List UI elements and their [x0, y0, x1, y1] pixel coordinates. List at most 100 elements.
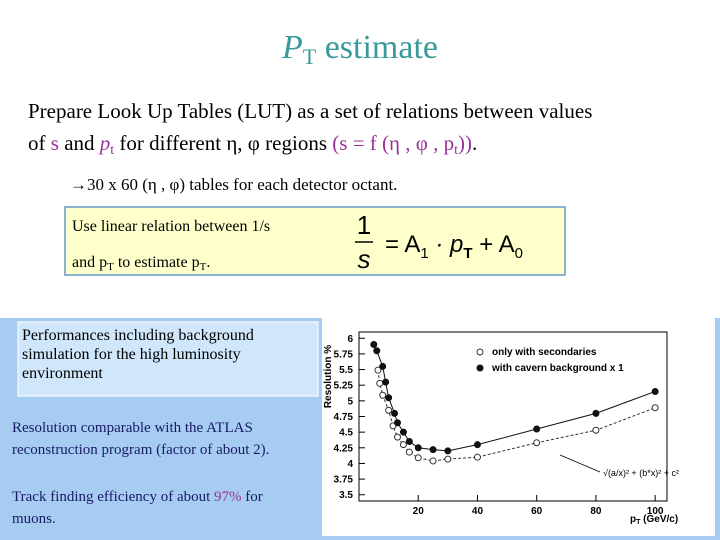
text-part: · p	[429, 231, 464, 258]
data-point	[473, 441, 481, 449]
data-point	[385, 406, 393, 414]
text-sub: t	[454, 143, 458, 158]
data-point	[429, 446, 437, 454]
data-point	[592, 426, 600, 434]
box-line: and pT to estimate pT.	[72, 254, 210, 273]
y-tick-label: 4	[347, 459, 353, 470]
data-point	[391, 409, 399, 417]
text-sub: T	[463, 245, 472, 262]
panel-line: simulation for the high luminosity	[22, 346, 241, 363]
formula-num: 1	[357, 210, 371, 240]
body-line: Prepare Look Up Tables (LUT) as a set of…	[28, 99, 592, 123]
y-tick-label: 5.75	[334, 349, 354, 360]
data-point	[379, 391, 387, 399]
panel-line: Track finding efficiency of about 97% fo…	[12, 489, 263, 505]
text-part: and	[59, 131, 100, 155]
text-part: and p	[72, 254, 107, 271]
panel-line: reconstruction program (factor of about …	[12, 442, 269, 458]
text-part: ))	[458, 131, 472, 155]
y-tick-label: 6	[347, 334, 353, 345]
data-point	[533, 425, 541, 433]
data-point	[444, 455, 452, 463]
panel-line: Performances including background	[22, 327, 254, 344]
fit-curve	[373, 344, 656, 452]
text-part: = A	[385, 231, 420, 258]
y-tick-label: 4.75	[334, 412, 354, 423]
title-part: estimate	[316, 29, 438, 66]
label-part: p	[630, 514, 636, 525]
text-highlight: 97%	[214, 489, 242, 505]
data-point	[394, 419, 401, 427]
text-part: for different	[114, 131, 226, 155]
fit-curve	[377, 370, 656, 462]
text-part: p	[98, 131, 111, 155]
text-part: + A	[473, 231, 515, 258]
data-point	[394, 433, 401, 441]
plot-background	[322, 318, 715, 536]
text-part: (s = f (η , φ , p	[332, 131, 454, 155]
data-point	[533, 439, 541, 447]
data-point	[405, 448, 413, 456]
legend-label: with cavern background x 1	[491, 363, 624, 374]
data-point	[379, 362, 387, 370]
fit-label: √(a/x)² + (b*x)² + c²	[603, 468, 679, 478]
legend-marker	[476, 348, 484, 356]
data-point	[414, 444, 422, 452]
text-sub: 1	[420, 245, 428, 262]
text-part: η, φ	[226, 131, 260, 155]
label-sub: T	[636, 519, 641, 526]
fit-pointer	[559, 454, 601, 473]
text-sub: T	[107, 261, 114, 273]
y-tick-label: 5.25	[334, 381, 354, 392]
legend-label: only with secondaries	[492, 347, 597, 358]
text-part: s	[51, 131, 59, 155]
data-point	[374, 366, 382, 374]
text-part: .	[472, 131, 477, 155]
relation-box	[64, 206, 566, 276]
y-tick-label: 4.25	[334, 443, 354, 454]
title-sub: T	[303, 44, 317, 69]
data-point	[399, 428, 407, 436]
legend-marker	[476, 364, 484, 372]
data-point	[651, 404, 659, 412]
resolution-plot: 3.5 3.75 4 4.25 4.5 4.75 5 5.25 5.5 5.75 6 20 40 60 80…	[323, 331, 679, 526]
data-point	[651, 387, 659, 395]
x-tick-label: 80	[590, 506, 602, 517]
slide-title: PT estimate	[281, 29, 438, 69]
data-point	[370, 341, 378, 349]
panel-line: Resolution comparable with the ATLAS	[12, 420, 253, 436]
formula-rhs: = A1 · pT + A0	[385, 231, 523, 262]
x-tick-label: 60	[531, 506, 543, 517]
y-tick-label: 4.5	[339, 428, 353, 439]
panel-line: environment	[22, 365, 103, 382]
x-tick-label: 20	[413, 506, 425, 517]
x-tick-label: 100	[647, 506, 664, 517]
text-sub: T	[200, 261, 207, 273]
y-axis-label: Resolution %	[323, 345, 334, 408]
data-point	[592, 409, 600, 417]
data-point	[473, 453, 481, 461]
panel-line: muons.	[12, 511, 56, 527]
text-sub: 0	[515, 245, 523, 262]
y-tick-label: 5.5	[339, 365, 353, 376]
box-line: Use linear relation between 1/s	[72, 218, 270, 235]
text-part: to estimate p	[114, 254, 200, 271]
y-tick-label: 3.75	[334, 475, 354, 486]
x-tick-label: 40	[472, 506, 484, 517]
data-point	[405, 438, 413, 446]
data-point	[414, 454, 422, 462]
data-point	[376, 379, 384, 387]
performance-box	[17, 321, 319, 397]
formula-den: s	[358, 244, 371, 274]
y-tick-label: 3.5	[339, 490, 353, 501]
data-point	[429, 457, 437, 465]
text-part: 30 x 60 (η , φ) tables for each detector…	[87, 175, 397, 194]
data-point	[399, 441, 407, 449]
text-sub: t	[110, 143, 114, 158]
data-point	[382, 378, 390, 386]
label-part: (GeV/c)	[640, 514, 678, 525]
x-axis-label: pT (GeV/c)	[630, 514, 678, 526]
text-part: for	[242, 489, 263, 505]
